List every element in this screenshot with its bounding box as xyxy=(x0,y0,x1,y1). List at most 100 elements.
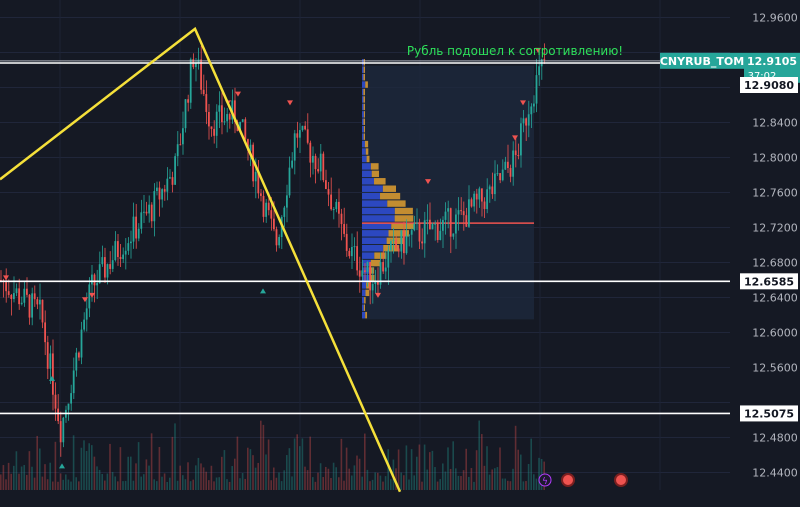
profile-bar-up xyxy=(362,96,364,103)
level-tag xyxy=(740,273,798,290)
volume-bar xyxy=(413,475,415,490)
volume-bar xyxy=(33,477,36,490)
volume-bar xyxy=(436,481,439,490)
candle xyxy=(283,207,286,217)
candle xyxy=(101,257,104,265)
volume-bar xyxy=(241,473,244,490)
trendlines[interactable] xyxy=(0,26,402,493)
volume-bar xyxy=(447,447,449,490)
candle xyxy=(390,241,392,251)
profile-bar-up xyxy=(362,133,364,140)
candle xyxy=(267,202,270,211)
volume-bar xyxy=(317,472,319,490)
candle xyxy=(10,294,13,300)
candle xyxy=(150,204,153,222)
candle xyxy=(145,211,148,214)
candle xyxy=(348,250,351,257)
candle xyxy=(202,89,205,95)
volume-bar xyxy=(332,462,335,490)
profile-bar-down xyxy=(363,126,365,133)
volume-bar xyxy=(280,481,283,490)
candle xyxy=(184,99,187,129)
volume-bar xyxy=(507,480,509,490)
candle xyxy=(527,114,530,126)
candle xyxy=(455,214,457,234)
volume-bar xyxy=(197,457,200,490)
volume-bar xyxy=(72,435,75,490)
price-tick-label: 12.9600 xyxy=(752,12,798,25)
profile-bar-down xyxy=(365,289,370,297)
candle xyxy=(436,223,439,241)
volume-bar xyxy=(301,438,304,490)
candle xyxy=(70,393,72,404)
price-axis[interactable]: 12.960012.880012.840012.800012.760012.72… xyxy=(660,0,800,503)
volume-bar xyxy=(200,463,202,490)
candle xyxy=(353,246,356,248)
volume-bar xyxy=(215,477,218,490)
candle xyxy=(512,150,514,177)
candle xyxy=(392,239,395,242)
profile-bar-down xyxy=(371,170,380,178)
volume-bar xyxy=(509,481,512,490)
volume-bar xyxy=(182,475,184,490)
volume-bar xyxy=(361,476,363,490)
volume-bar xyxy=(174,423,176,490)
volume-bar xyxy=(423,444,426,490)
candle xyxy=(241,119,244,122)
annotation-text: Рубль подошел к сопротивлению! xyxy=(407,44,623,58)
volume-bar xyxy=(335,467,337,490)
profile-bar-down xyxy=(365,311,368,319)
volume-bar xyxy=(460,476,462,490)
candle xyxy=(67,403,70,410)
volume-bar xyxy=(254,467,257,490)
volume-bar xyxy=(486,446,488,490)
candle xyxy=(20,302,23,305)
event-icon[interactable] xyxy=(561,473,575,487)
symbol-label: CNYRUB_TOM xyxy=(660,55,744,68)
candle xyxy=(478,188,481,200)
volume-bar xyxy=(189,481,192,490)
candle xyxy=(509,167,512,177)
bottom-event-icons[interactable]: ϟ xyxy=(538,473,628,487)
profile-bar-up xyxy=(362,304,364,311)
candle xyxy=(507,161,509,168)
candle xyxy=(62,417,65,443)
profile-bar-down xyxy=(366,282,372,289)
level-tag xyxy=(740,405,798,422)
candle xyxy=(96,283,98,286)
event-icon[interactable] xyxy=(614,473,628,487)
candle xyxy=(226,114,228,122)
volume-bar xyxy=(501,478,504,490)
candle xyxy=(257,171,260,194)
volume-bar xyxy=(494,468,496,490)
candle xyxy=(218,105,221,112)
profile-bar-down xyxy=(363,133,365,140)
volume-bar xyxy=(371,479,374,490)
candle xyxy=(395,239,397,249)
volume-bar xyxy=(377,472,379,490)
candle xyxy=(374,280,377,285)
sell-marker xyxy=(3,275,9,281)
buy-marker xyxy=(260,288,266,294)
price-tick-label: 12.6000 xyxy=(752,327,798,340)
volume-bar xyxy=(431,450,434,490)
profile-bar-up xyxy=(362,178,375,185)
volume-bar xyxy=(202,467,205,490)
volume-bar xyxy=(88,443,90,490)
candle xyxy=(174,156,176,185)
candle xyxy=(501,169,504,181)
lightning-icon[interactable] xyxy=(538,473,552,487)
candle xyxy=(127,243,130,251)
candle xyxy=(91,274,93,285)
candle xyxy=(452,233,455,237)
volume-bar xyxy=(278,472,280,490)
candle xyxy=(429,219,431,230)
volume-bar xyxy=(265,454,267,490)
candle xyxy=(457,210,460,215)
profile-bar-up xyxy=(362,118,364,125)
candle xyxy=(13,293,15,300)
candle xyxy=(444,211,447,220)
volume-bar xyxy=(517,449,519,490)
volume-bar xyxy=(124,480,127,490)
